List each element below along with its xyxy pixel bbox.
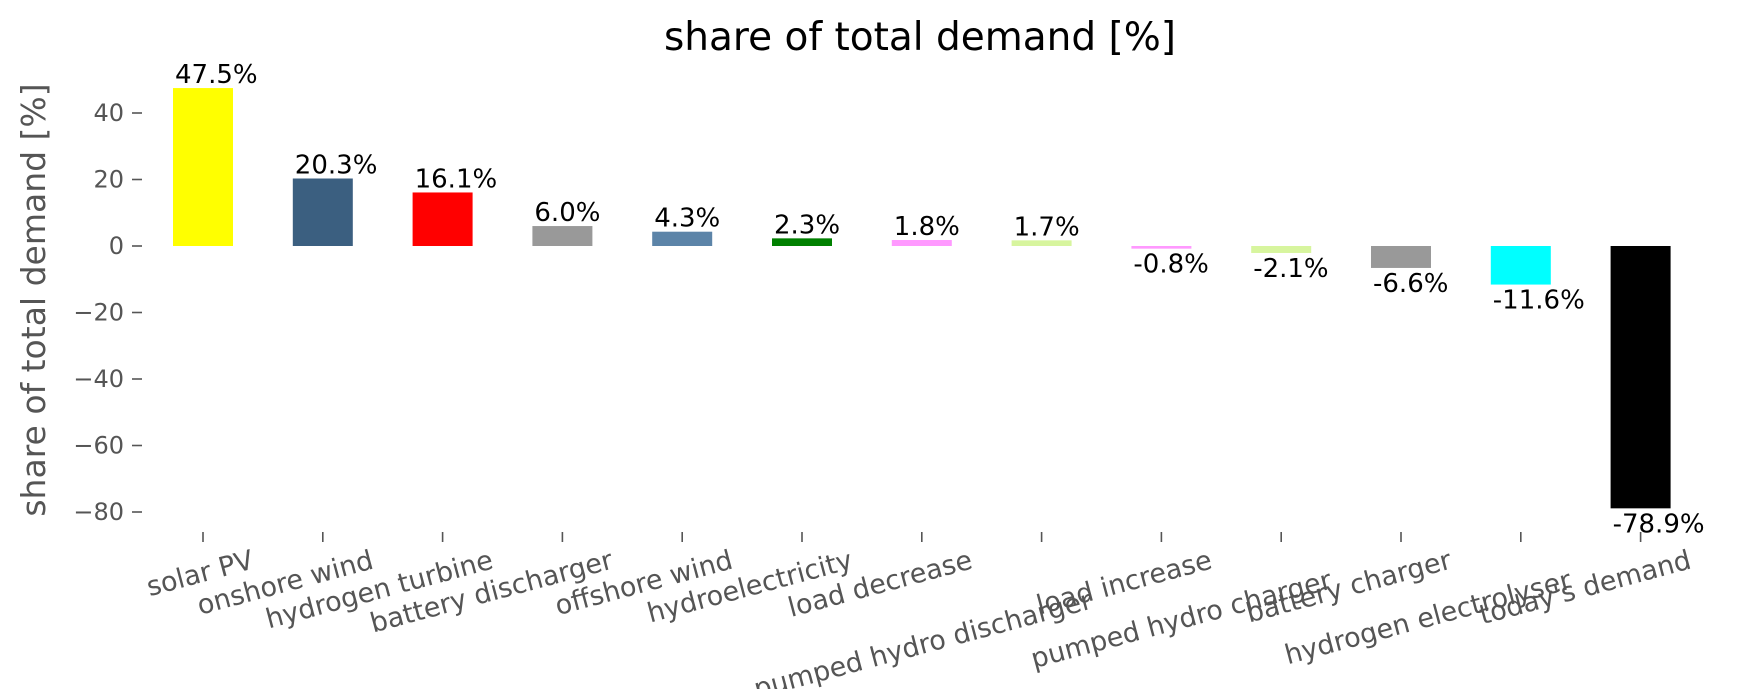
data-label: -2.1% — [1253, 254, 1328, 284]
chart-title: share of total demand [%] — [664, 15, 1176, 60]
y-tick-label: 0 — [109, 232, 124, 260]
y-axis-label: share of total demand [%] — [14, 83, 53, 516]
data-label: 1.7% — [1014, 212, 1080, 242]
bar — [772, 238, 832, 246]
data-label: 20.3% — [295, 151, 378, 181]
data-label: 47.5% — [175, 60, 258, 90]
y-axis: 40 20 0 −20 −40 −60 −80 — [73, 99, 142, 526]
bar — [1131, 246, 1192, 249]
bar — [532, 226, 593, 246]
bar — [891, 240, 952, 246]
bar — [1371, 246, 1431, 268]
y-tick-label: −80 — [73, 498, 124, 526]
y-tick-label: −20 — [73, 299, 124, 327]
data-label: 6.0% — [534, 198, 600, 228]
data-label: -0.8% — [1133, 250, 1208, 280]
bar — [1011, 240, 1072, 246]
bar — [1610, 246, 1671, 509]
bar — [1490, 246, 1551, 285]
bar — [292, 178, 353, 246]
data-labels: 47.5% 20.3% 16.1% 6.0% 4.3% 2.3% 1.8% 1.7% -0.8%… — [175, 60, 1705, 539]
data-label: 2.3% — [774, 210, 840, 240]
data-label: -6.6% — [1373, 269, 1448, 299]
y-tick-label: −60 — [73, 432, 124, 460]
data-label: 1.8% — [894, 212, 960, 242]
bar — [1251, 246, 1312, 253]
y-tick-label: −40 — [73, 365, 124, 393]
y-tick-label: 20 — [93, 166, 124, 194]
data-label: 16.1% — [415, 164, 498, 194]
bars — [173, 88, 1671, 509]
bar — [652, 231, 713, 246]
data-label: 4.3% — [654, 204, 720, 234]
data-label: -78.9% — [1613, 509, 1705, 539]
y-tick-label: 40 — [93, 99, 124, 127]
data-label: -11.6% — [1493, 286, 1585, 316]
bar — [173, 88, 233, 246]
bar — [412, 192, 473, 246]
